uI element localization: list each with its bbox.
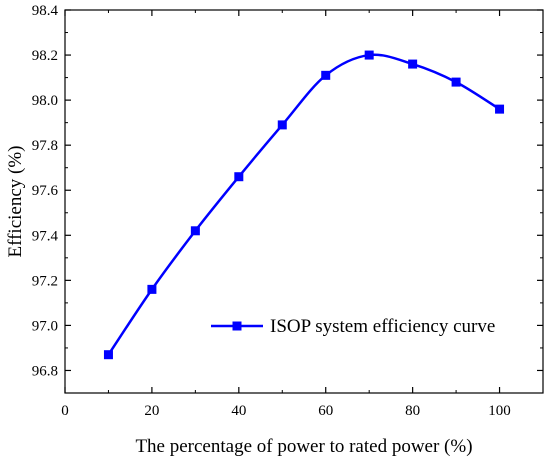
data-point-marker <box>147 284 157 294</box>
data-point-marker <box>495 104 505 114</box>
x-tick-label: 100 <box>488 403 511 419</box>
y-tick-label: 98.4 <box>32 3 59 19</box>
legend: ISOP system efficiency curve <box>211 316 495 337</box>
data-point-marker <box>364 50 374 60</box>
y-tick-label: 97.4 <box>32 228 59 244</box>
series-layer <box>103 50 505 360</box>
y-axis-title: Efficiency (%) <box>5 145 26 257</box>
x-axis-title: The percentage of power to rated power (… <box>135 436 472 457</box>
data-point-marker <box>277 120 287 130</box>
series-line-0 <box>107 53 501 356</box>
data-point-marker <box>408 59 418 69</box>
y-tick-label: 96.8 <box>32 363 58 379</box>
legend-marker-square <box>232 321 242 331</box>
y-tick-label: 97.0 <box>32 318 58 334</box>
data-point-marker <box>451 77 461 87</box>
y-tick-label: 97.6 <box>32 183 59 199</box>
x-tick-label: 80 <box>405 403 420 419</box>
legend-label: ISOP system efficiency curve <box>270 316 495 337</box>
data-point-marker <box>190 226 200 236</box>
y-tick-label: 97.8 <box>32 138 58 154</box>
x-tick-label: 20 <box>144 403 159 419</box>
x-tick-label: 40 <box>231 403 246 419</box>
data-point-marker <box>234 172 244 182</box>
y-tick-label: 97.2 <box>32 273 58 289</box>
x-tick-label: 0 <box>61 403 69 419</box>
x-tick-label: 60 <box>318 403 333 419</box>
plot-frame <box>64 9 544 394</box>
data-point-marker <box>321 70 331 80</box>
data-point-marker <box>103 350 113 360</box>
y-tick-label: 98.0 <box>32 93 58 109</box>
y-tick-label: 98.2 <box>32 48 58 64</box>
